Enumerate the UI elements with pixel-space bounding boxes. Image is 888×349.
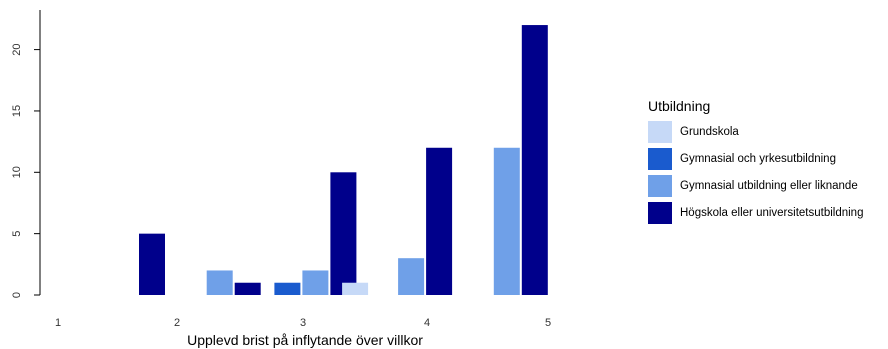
legend-items: Grundskola Gymnasial och yrkesutbildning G… [648,121,863,224]
legend-label: Högskola eller universitetsutbildning [680,207,863,219]
bar-5-4 [521,25,548,296]
bar-3-2 [274,282,301,295]
legend-label: Grundskola [680,126,739,138]
y-axis-ticks: 0 5 10 15 20 [11,43,40,298]
bar-4-1 [342,282,369,295]
bar-2-4 [234,282,261,295]
legend-title: Utbildning [648,98,710,114]
y-tick-label: 0 [11,292,23,298]
x-axis-ticks: 1 2 3 4 5 [55,317,551,329]
bar-4-4 [426,147,453,295]
legend-swatch [648,148,672,170]
legend-swatch [648,202,672,224]
x-tick-label: 1 [55,317,61,329]
legend-swatch [648,121,672,143]
bar-3-3 [302,270,329,295]
legend-label: Gymnasial utbildning eller liknande [680,180,858,192]
bar-4-3 [398,258,425,295]
x-tick-label: 3 [300,317,306,329]
bar-3-4 [330,172,357,295]
y-tick-label: 5 [11,231,23,237]
bar-5-3 [493,147,520,295]
x-tick-label: 4 [424,317,430,329]
x-axis-title: Upplevd brist på inflytande över villkor [187,332,423,348]
y-tick-label: 15 [11,105,23,117]
bar-2-3 [206,270,233,295]
bars [139,25,548,296]
legend-label: Gymnasial och yrkesutbildning [680,153,836,165]
y-tick-label: 10 [11,166,23,178]
x-tick-label: 5 [545,317,551,329]
bar-1-4 [139,233,165,295]
y-tick-label: 20 [11,43,23,55]
x-tick-label: 2 [174,317,180,329]
legend: Utbildning Grundskola Gymnasial och yrkes… [648,98,863,224]
legend-swatch [648,175,672,197]
